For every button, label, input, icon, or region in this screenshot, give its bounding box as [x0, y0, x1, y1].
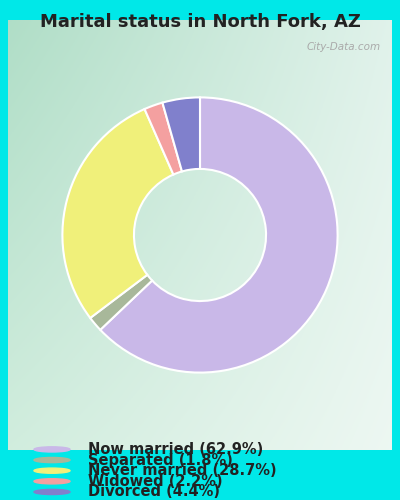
Circle shape [34, 447, 70, 452]
Wedge shape [162, 98, 200, 172]
Text: City-Data.com: City-Data.com [306, 42, 380, 51]
Text: Marital status in North Fork, AZ: Marital status in North Fork, AZ [40, 12, 360, 30]
Circle shape [34, 478, 70, 484]
Text: Separated (1.8%): Separated (1.8%) [88, 452, 233, 468]
Text: Never married (28.7%): Never married (28.7%) [88, 463, 277, 478]
Text: Now married (62.9%): Now married (62.9%) [88, 442, 263, 457]
Text: Widowed (2.2%): Widowed (2.2%) [88, 474, 223, 489]
Wedge shape [90, 275, 152, 330]
Text: Divorced (4.4%): Divorced (4.4%) [88, 484, 220, 500]
Wedge shape [144, 102, 182, 174]
Wedge shape [62, 109, 173, 318]
Circle shape [34, 468, 70, 473]
Wedge shape [100, 98, 338, 372]
Circle shape [34, 490, 70, 494]
Circle shape [34, 458, 70, 462]
